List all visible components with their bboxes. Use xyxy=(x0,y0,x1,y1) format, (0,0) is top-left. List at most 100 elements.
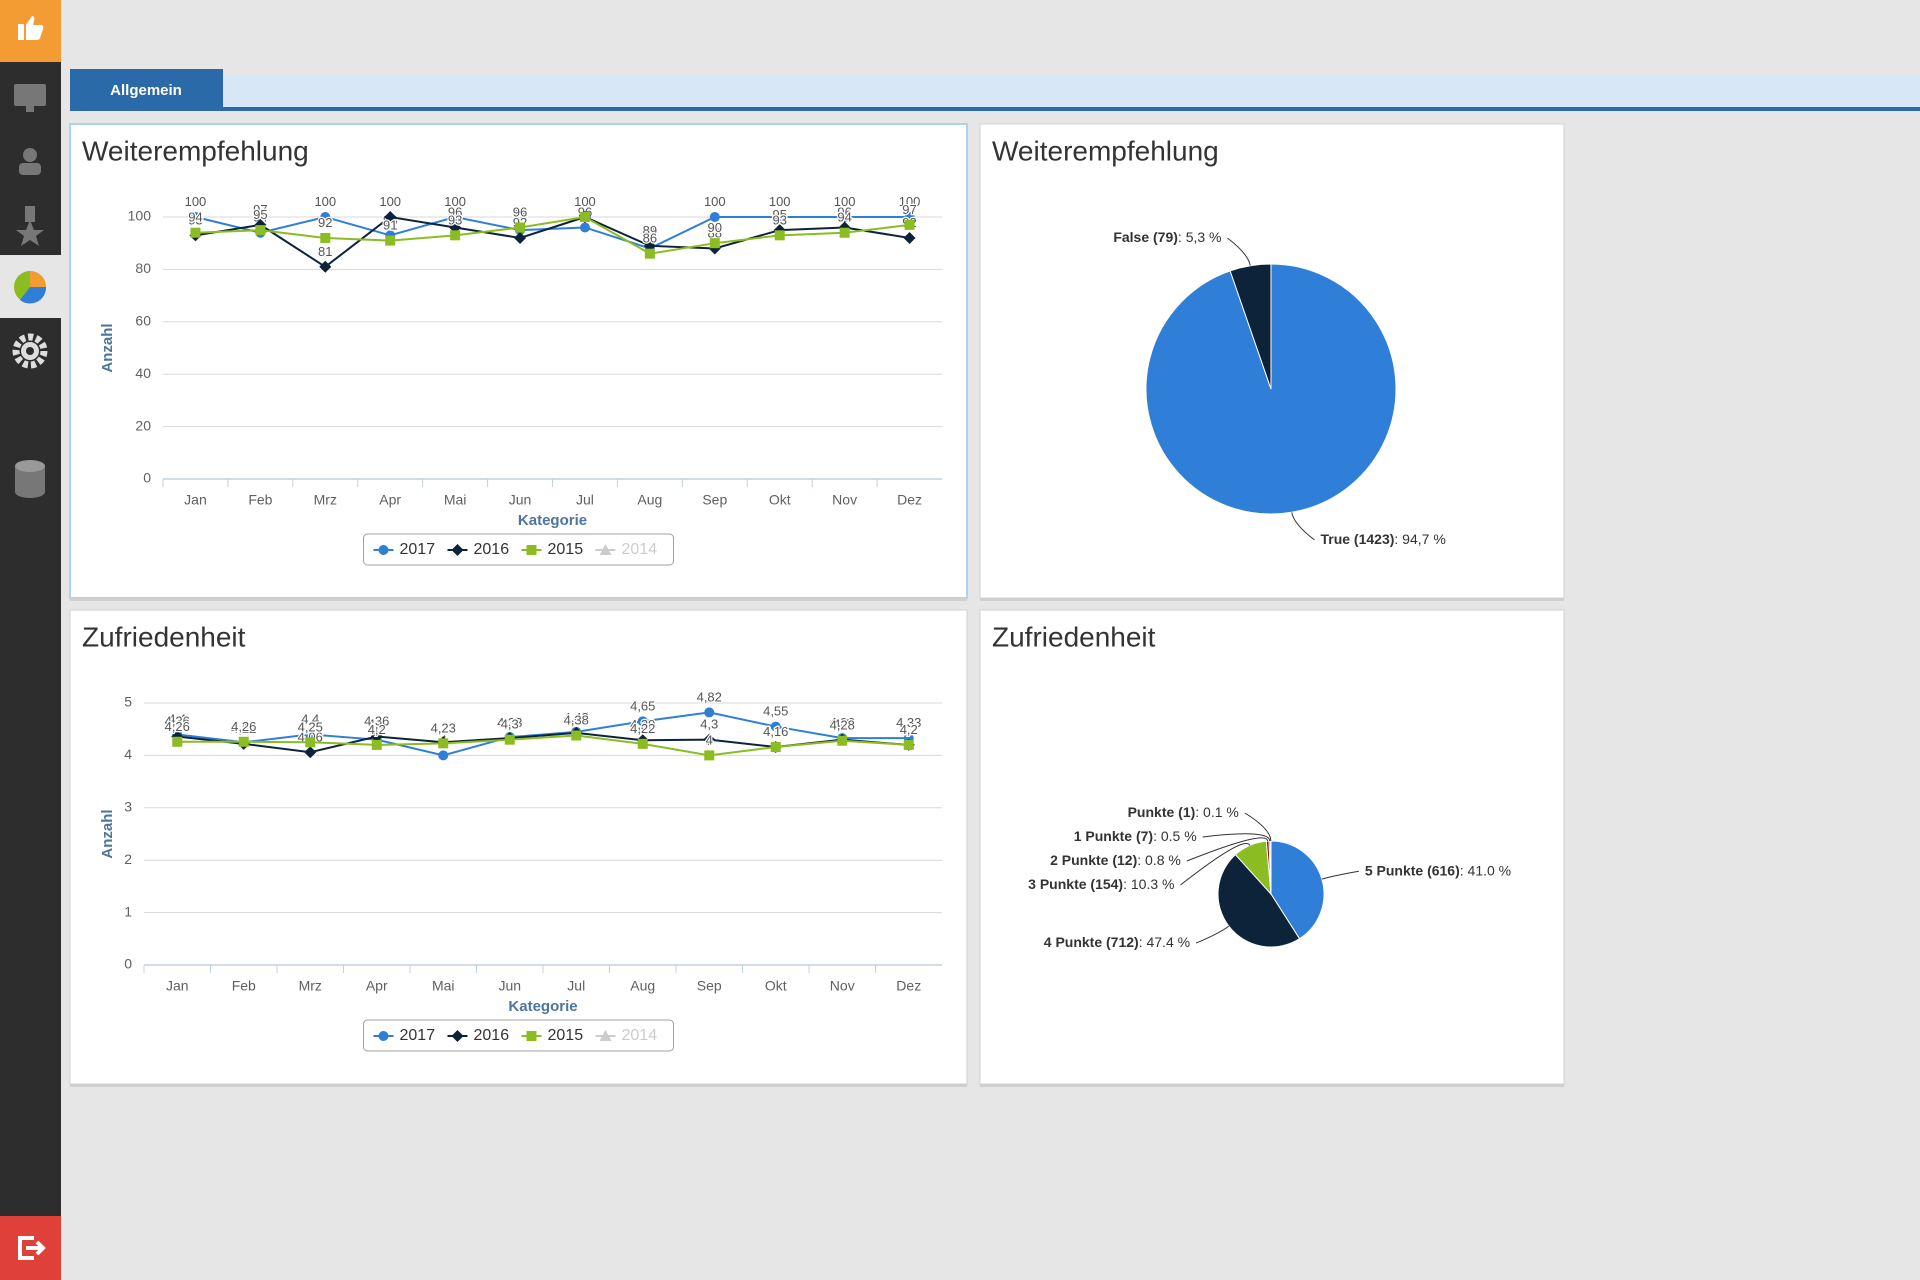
data-label: 94 xyxy=(188,210,202,225)
data-label: 4,36 xyxy=(165,714,190,729)
series: 4,44,254,44,344,354,454,654,824,554,334,… xyxy=(167,688,923,761)
x-tick-label: Mrz xyxy=(299,978,322,994)
nav-monitor[interactable] xyxy=(14,84,46,112)
legend-item[interactable]: 2014 xyxy=(595,541,658,558)
legend-item[interactable]: 2014 xyxy=(595,1027,658,1044)
data-label: 5 Punkte (616): 41.0 % xyxy=(1365,862,1511,878)
data-label: 100 xyxy=(574,194,596,209)
marker xyxy=(371,739,382,750)
db-top xyxy=(15,460,45,472)
data-label: 4,25 xyxy=(298,719,323,734)
data-label: 90 xyxy=(708,220,722,235)
marker xyxy=(320,212,331,222)
data-label: 4 xyxy=(706,732,713,747)
marker xyxy=(384,211,397,223)
marker xyxy=(305,729,316,740)
data-label: 93 xyxy=(772,212,786,227)
data-label: 96 xyxy=(513,204,527,219)
label-category: 5 Punkte (616) xyxy=(1365,862,1460,878)
x-tick-label: Mai xyxy=(444,492,467,508)
y-tick-label: 80 xyxy=(135,260,151,276)
marker xyxy=(526,1031,537,1041)
x-tick-label: Okt xyxy=(769,492,791,508)
legend-item[interactable]: 2015 xyxy=(521,1027,584,1044)
marker xyxy=(903,739,914,750)
x-tick-label: Jan xyxy=(184,492,207,508)
legend-item[interactable]: 2016 xyxy=(447,1027,510,1044)
data-label: 100 xyxy=(379,194,401,209)
legend-item[interactable]: 2015 xyxy=(521,541,584,558)
panel-shadow xyxy=(70,598,967,601)
data-label: 4,2 xyxy=(900,722,918,737)
x-tick-label: Mrz xyxy=(314,492,337,508)
data-label: 100 xyxy=(185,194,207,209)
data-label: 93 xyxy=(188,212,202,227)
pie-icon-slice xyxy=(20,287,47,304)
legend-item[interactable]: 2017 xyxy=(373,1027,436,1044)
y-tick-label: 0 xyxy=(124,956,132,972)
marker xyxy=(526,545,537,555)
data-label: True (1423): 94,7 % xyxy=(1320,531,1445,547)
x-tick-label: Apr xyxy=(379,492,401,508)
data-label: 97 xyxy=(253,202,267,217)
marker xyxy=(450,230,461,241)
marker xyxy=(709,212,720,222)
data-label: 96 xyxy=(837,204,851,219)
marker xyxy=(451,544,464,556)
marker xyxy=(238,736,249,747)
label-category: 3 Punkte (154) xyxy=(1028,876,1123,892)
marker xyxy=(704,750,715,761)
data-label: 4,36 xyxy=(364,714,389,729)
x-axis-title: Kategorie xyxy=(518,512,587,529)
x-tick-label: Jan xyxy=(166,978,189,994)
marker xyxy=(190,227,201,238)
label-category: Punkte (1) xyxy=(1128,804,1196,820)
nav-user[interactable] xyxy=(19,148,41,175)
nav-award[interactable] xyxy=(16,206,44,246)
thumb-icon xyxy=(18,16,44,40)
x-tick-label: Dez xyxy=(897,492,922,508)
nav-database[interactable] xyxy=(15,460,45,498)
label-value: : 5,3 % xyxy=(1178,229,1222,245)
data-label: 4,3 xyxy=(833,717,851,732)
x-tick-label: Jul xyxy=(567,978,585,994)
y-tick-label: 1 xyxy=(124,903,132,919)
data-label: 93 xyxy=(448,212,462,227)
label-value: : 94,7 % xyxy=(1394,531,1445,547)
marker xyxy=(579,222,590,233)
label-value: : 10.3 % xyxy=(1123,876,1174,892)
data-label: 4,28 xyxy=(830,718,855,733)
tab-active[interactable] xyxy=(70,69,223,110)
nav-settings[interactable] xyxy=(12,333,48,369)
marker xyxy=(319,260,332,273)
label-connector xyxy=(1186,837,1269,862)
label-connector xyxy=(1244,812,1272,842)
logout-icon xyxy=(18,1236,46,1260)
x-tick-label: Aug xyxy=(630,978,655,994)
data-label: 95 xyxy=(513,207,527,222)
db-bottom xyxy=(15,486,45,498)
data-label: 4,55 xyxy=(763,704,788,719)
data-label: 97 xyxy=(902,202,916,217)
label-connector xyxy=(1227,237,1251,266)
monitor-stand xyxy=(26,106,34,112)
marker xyxy=(385,235,396,246)
panel xyxy=(69,609,968,1085)
marker xyxy=(709,238,720,249)
y-tick-label: 5 xyxy=(124,694,132,710)
legend-box xyxy=(363,1019,674,1052)
label-category: True (1423) xyxy=(1320,531,1394,547)
label-value: : 0.1 % xyxy=(1195,804,1239,820)
x-tick-label: Feb xyxy=(232,978,256,994)
data-label: 4,29 xyxy=(630,717,655,732)
legend-item[interactable]: 2016 xyxy=(447,541,510,558)
marker xyxy=(839,227,850,238)
marker xyxy=(190,212,201,222)
marker xyxy=(839,212,850,222)
panel xyxy=(69,123,968,599)
data-label: 100 xyxy=(314,194,336,209)
legend-label: 2014 xyxy=(622,541,658,558)
legend-item[interactable]: 2017 xyxy=(373,541,436,558)
